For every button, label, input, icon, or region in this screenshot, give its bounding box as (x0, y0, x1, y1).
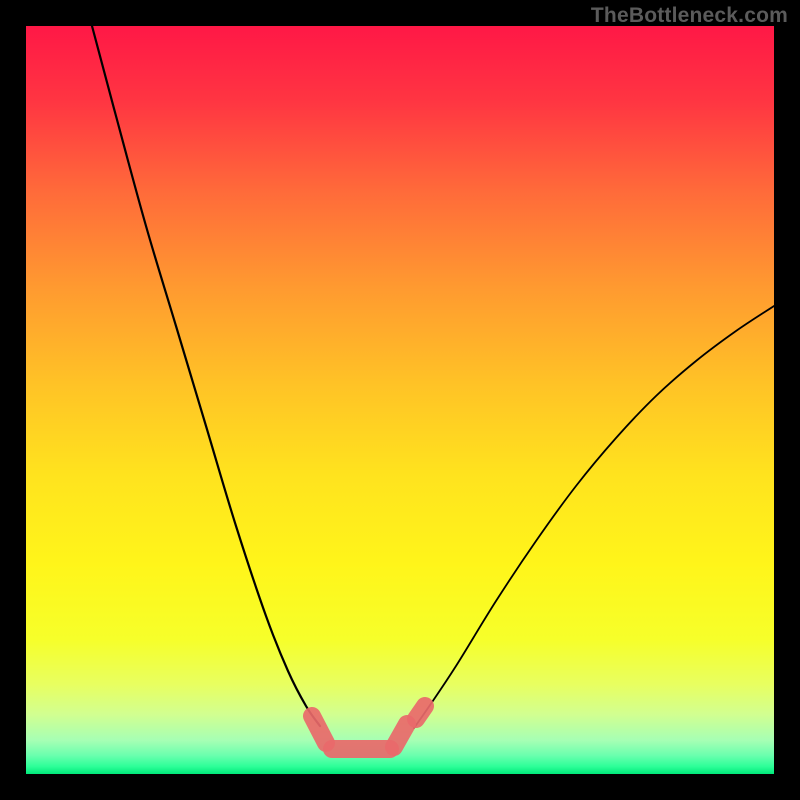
marker-capsule (416, 706, 425, 719)
marker-capsule (394, 724, 407, 747)
plot-area (26, 26, 774, 774)
bottom-markers (312, 706, 425, 749)
watermark-text: TheBottleneck.com (591, 4, 788, 28)
curve-right (414, 306, 774, 728)
marker-capsule (312, 716, 326, 743)
chart-frame: TheBottleneck.com (0, 0, 800, 800)
curve-left (92, 26, 320, 726)
curves-layer (26, 26, 774, 774)
